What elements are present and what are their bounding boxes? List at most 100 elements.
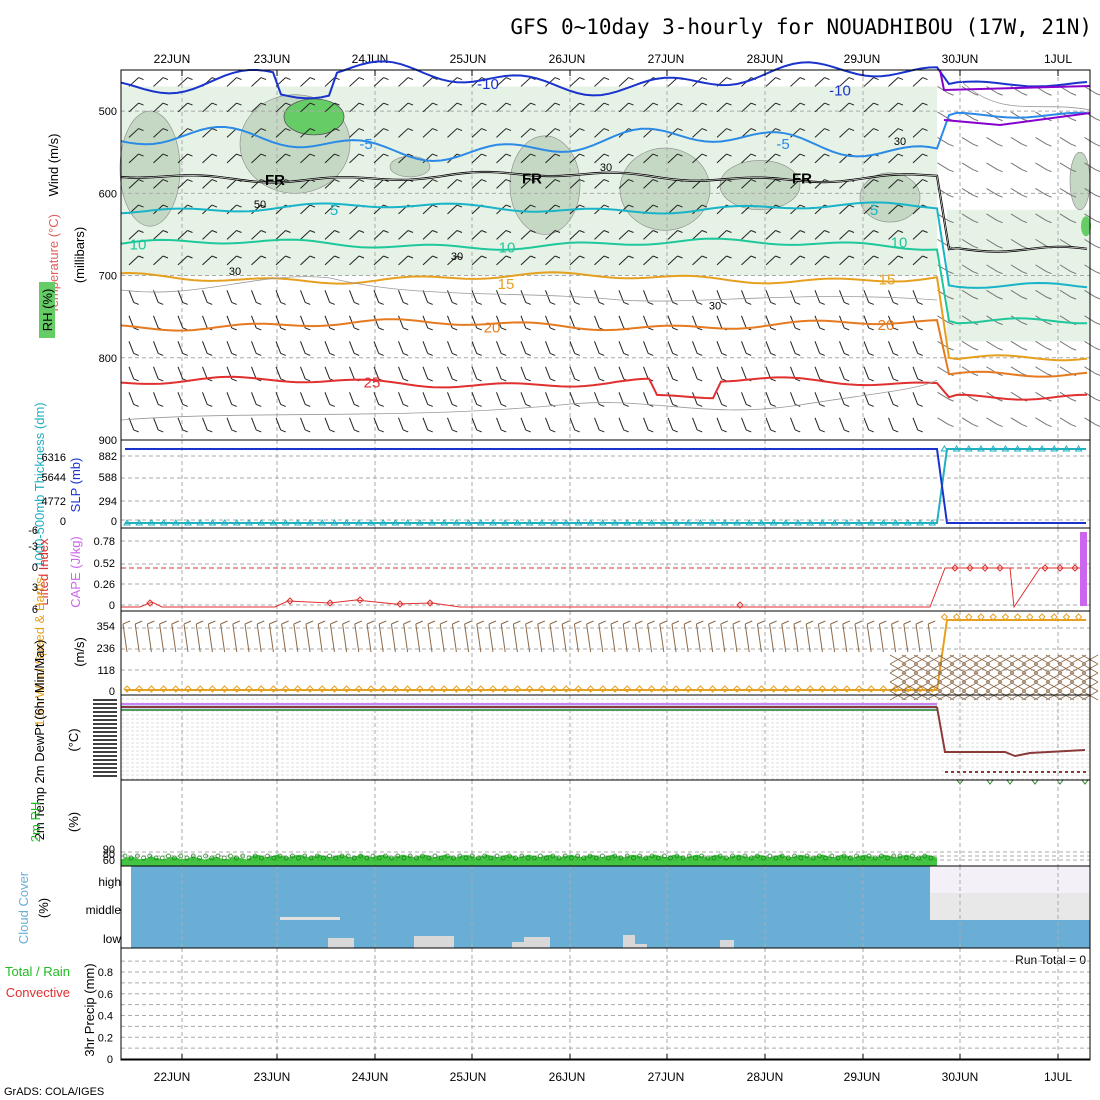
wind-barb	[790, 204, 801, 215]
wind-barb-flag	[554, 77, 561, 81]
wind-barb-flag	[427, 352, 433, 356]
wind-barb-flag	[162, 230, 169, 233]
wind-barb-flag	[260, 128, 267, 132]
lifted-index-marker	[1056, 564, 1064, 572]
wind-barb	[1059, 315, 1072, 324]
rh-axis-title: RH (%)	[40, 289, 55, 332]
wind-barb	[153, 366, 159, 380]
wind-barb	[643, 417, 649, 431]
wind-barb	[863, 417, 870, 431]
wind-barb	[251, 153, 262, 164]
wind-barb	[765, 102, 776, 113]
wind-barb-flag	[280, 352, 286, 356]
thickness-line-marker	[1062, 445, 1071, 452]
wind10m-speed-marker	[233, 685, 241, 693]
wind-barb-flag	[305, 302, 311, 305]
wind-barb	[545, 392, 551, 405]
wind-barb	[863, 102, 874, 113]
wind-barb-flag	[628, 102, 634, 106]
wind-barb	[839, 366, 845, 380]
wind-barb-flag	[750, 102, 757, 106]
wind-barb	[1059, 213, 1072, 222]
wind-barb	[251, 290, 257, 303]
thickness-line-marker	[403, 519, 412, 526]
wind-barb-flag	[697, 327, 703, 331]
wind-barb	[1010, 238, 1023, 247]
wind10m-barb	[891, 623, 897, 653]
wind-barb-flag	[1021, 118, 1028, 122]
wind10m-barb	[866, 623, 872, 653]
wind10m-barb-flag	[330, 620, 338, 625]
wind-barb-flag	[162, 179, 169, 183]
rh2m-marker	[903, 855, 909, 861]
wind-barb-flag	[1046, 271, 1052, 275]
wind-barb-flag	[652, 179, 659, 183]
rh2m-tick-label: 90	[103, 844, 115, 856]
lifted-index-marker	[426, 599, 434, 607]
wind-barb-flag	[897, 128, 904, 132]
wind-barb	[128, 128, 139, 138]
wind-barb	[888, 102, 899, 113]
wind-barb	[692, 417, 698, 431]
wind-barb	[1035, 289, 1047, 298]
wind-barb	[716, 315, 723, 329]
thickness-line-marker	[757, 519, 766, 526]
wind-barb-flag	[819, 403, 825, 407]
wind-barb-flag	[476, 302, 482, 305]
wind10m-speed-marker	[684, 685, 692, 693]
wind-barb-flag	[334, 128, 340, 132]
wind10m-barb	[537, 623, 543, 653]
top-date-label: 26JUN	[549, 52, 586, 66]
wind-barb	[1010, 213, 1023, 222]
wind-barb	[202, 128, 213, 138]
wind-barb-flag	[579, 255, 585, 259]
wind-barb	[275, 230, 286, 240]
wind-barb	[300, 366, 306, 380]
rh2m-marker	[389, 855, 394, 861]
wind-barb	[153, 102, 164, 113]
wind-barb	[814, 255, 825, 266]
wind-barb-flag	[133, 302, 139, 305]
wind10m-hatch	[985, 672, 1003, 683]
pressure-axis-title: (millibars)	[72, 227, 87, 283]
wind10m-barb-flag	[586, 620, 594, 625]
wind-barb-flag	[795, 352, 801, 356]
wind-barb	[496, 392, 502, 405]
wind-barb	[1035, 366, 1047, 375]
wind-barb-flag	[1046, 347, 1052, 351]
wind-barb-flag	[672, 352, 678, 356]
rh2m-marker	[860, 855, 866, 861]
wind-barb-flag	[672, 327, 678, 331]
contour-label: 10	[499, 240, 516, 257]
wind-barb	[226, 102, 237, 113]
rh2m-marker	[463, 855, 469, 861]
wind-barb-flag	[187, 128, 193, 132]
wind10m-barb	[500, 623, 506, 653]
wind-barb-flag	[378, 429, 384, 433]
rh2m-tick-label: 60	[103, 855, 115, 867]
wind10m-speed-marker	[525, 685, 534, 693]
wind10m-hatch	[997, 663, 1015, 674]
rh2m-marker	[618, 855, 624, 861]
wind10m-speed-marker	[696, 685, 705, 693]
wind-barb-flag	[456, 77, 463, 81]
wind-barb-flag	[868, 352, 874, 356]
contour-line-wind	[120, 111, 1088, 163]
wind-barb	[128, 230, 139, 240]
wind10m-tick-label: 118	[97, 665, 115, 677]
wind-barb-flag	[505, 102, 512, 106]
wind-barb-flag	[799, 230, 806, 233]
wind-barb-flag	[579, 128, 585, 132]
wind-barb-flag	[554, 179, 561, 183]
cloud-low-bar	[635, 944, 647, 948]
wind-barb	[496, 315, 502, 329]
wind-barb	[251, 341, 257, 354]
thickness-line-marker	[501, 519, 510, 526]
wind-barb	[128, 290, 135, 303]
wind10m-barb-flag	[318, 620, 326, 625]
wind-barb-flag	[844, 403, 850, 407]
wind-barb	[422, 290, 429, 303]
wind-barb	[520, 366, 527, 380]
rh2m-marker	[928, 855, 934, 861]
